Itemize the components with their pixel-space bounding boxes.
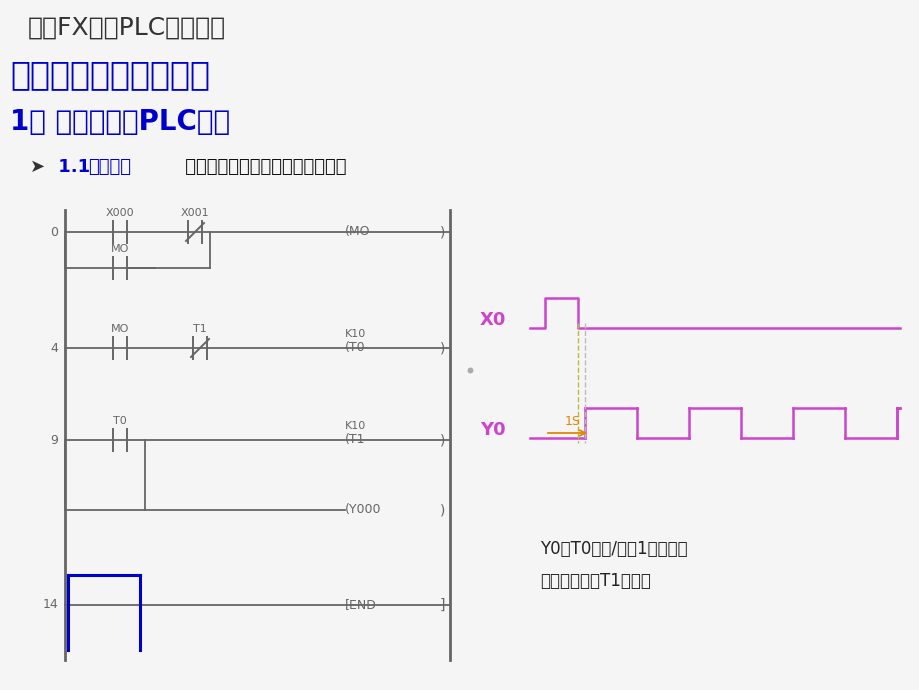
Text: X001: X001 bbox=[180, 208, 210, 218]
Text: 两个定时器组成，又称多谐振荡器: 两个定时器组成，又称多谐振荡器 bbox=[168, 158, 346, 176]
Text: 1S: 1S bbox=[564, 415, 580, 428]
Text: 9: 9 bbox=[50, 433, 58, 446]
Text: (Y000: (Y000 bbox=[345, 504, 381, 517]
Text: 0: 0 bbox=[50, 226, 58, 239]
Text: 14: 14 bbox=[42, 598, 58, 611]
Text: 三菱FX系列PLC应用实例: 三菱FX系列PLC应用实例 bbox=[28, 16, 226, 40]
Text: MO: MO bbox=[110, 324, 129, 334]
Text: 1.1: 1.1 bbox=[52, 158, 90, 176]
Text: Y0: Y0 bbox=[480, 421, 505, 439]
Text: 1、 常见电路的PLC程序: 1、 常见电路的PLC程序 bbox=[10, 108, 230, 136]
Text: ): ) bbox=[439, 225, 445, 239]
Text: 闪烁，请分析T1的通断: 闪烁，请分析T1的通断 bbox=[539, 572, 650, 590]
Text: ): ) bbox=[439, 433, 445, 447]
Text: X000: X000 bbox=[106, 208, 134, 218]
Text: 一、应用基本指令编程: 一、应用基本指令编程 bbox=[10, 58, 210, 91]
Text: MO: MO bbox=[110, 244, 129, 254]
Text: ): ) bbox=[439, 341, 445, 355]
Text: (MO: (MO bbox=[345, 226, 370, 239]
Text: (T0: (T0 bbox=[345, 342, 365, 355]
Text: K10: K10 bbox=[345, 329, 366, 339]
Text: K10: K10 bbox=[345, 421, 366, 431]
Text: ): ) bbox=[439, 503, 445, 517]
Text: X0: X0 bbox=[480, 311, 505, 329]
Text: 闪烁电路: 闪烁电路 bbox=[88, 158, 130, 176]
Text: ➤: ➤ bbox=[30, 158, 45, 176]
Text: T0: T0 bbox=[113, 416, 127, 426]
Text: Y0和T0以通/断各1秒的时间: Y0和T0以通/断各1秒的时间 bbox=[539, 540, 686, 558]
Text: (T1: (T1 bbox=[345, 433, 365, 446]
Text: T1: T1 bbox=[193, 324, 207, 334]
Text: 4: 4 bbox=[50, 342, 58, 355]
Text: [END: [END bbox=[345, 598, 377, 611]
Text: ]: ] bbox=[439, 598, 445, 612]
